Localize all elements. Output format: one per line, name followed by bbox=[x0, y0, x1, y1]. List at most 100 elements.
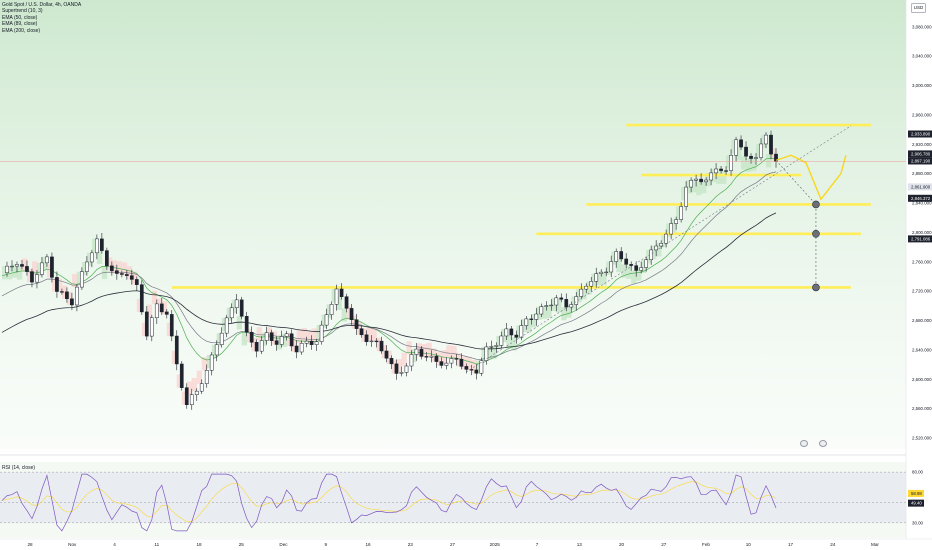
indicator-ema-89[interactable]: EMA (89, close) bbox=[2, 21, 38, 28]
rsi-title[interactable]: RSI (14, close) bbox=[2, 465, 36, 471]
supertrend-zone bbox=[146, 304, 153, 318]
supertrend-zone bbox=[641, 259, 647, 273]
candle-body bbox=[669, 223, 673, 235]
candle-body bbox=[124, 274, 129, 276]
candle-body bbox=[159, 303, 164, 313]
candle-body bbox=[359, 328, 364, 336]
supertrend-zone bbox=[361, 328, 367, 342]
candle-body bbox=[499, 335, 504, 346]
price-badge bbox=[908, 130, 932, 138]
candle-body bbox=[85, 261, 89, 272]
candle-body bbox=[65, 291, 69, 300]
supertrend-zone bbox=[656, 243, 662, 257]
price-badge-label: 2,906.780 bbox=[911, 152, 931, 157]
candle-body bbox=[269, 332, 274, 341]
indicator-ema-50[interactable]: EMA (50, close) bbox=[2, 14, 38, 21]
price-tick-label: 2,840.000 bbox=[912, 201, 932, 206]
candle-body bbox=[229, 307, 234, 319]
candle-body bbox=[664, 233, 668, 244]
supertrend-zone bbox=[646, 249, 652, 264]
candle-body bbox=[674, 219, 678, 224]
price-tick-label: 2,760.000 bbox=[912, 259, 932, 264]
price-badge bbox=[908, 150, 932, 158]
time-tick-label: 10 bbox=[746, 542, 752, 547]
candle-body bbox=[739, 139, 743, 148]
supertrend-zone bbox=[581, 286, 587, 300]
supertrend-zone bbox=[181, 391, 188, 405]
candle-body bbox=[279, 336, 284, 345]
candle-body bbox=[374, 340, 379, 343]
indicator-ema-200[interactable]: EMA (200, close) bbox=[2, 27, 41, 34]
supertrend-zone bbox=[716, 170, 722, 184]
target-path bbox=[775, 160, 817, 288]
candle-body bbox=[544, 305, 549, 307]
candle-body bbox=[364, 334, 369, 343]
candle-body bbox=[574, 296, 579, 305]
supertrend-zone bbox=[301, 327, 307, 342]
candle-body bbox=[90, 252, 94, 263]
supertrend-zone bbox=[466, 356, 472, 370]
candle-body bbox=[609, 261, 614, 273]
candle-body bbox=[10, 265, 14, 268]
supertrend-zone bbox=[116, 261, 123, 275]
candle-body bbox=[714, 168, 718, 174]
candle-body bbox=[25, 266, 29, 272]
supertrend-zone bbox=[591, 273, 597, 287]
price-tick-label: 2,800.000 bbox=[912, 230, 932, 235]
supertrend-zone bbox=[76, 271, 83, 285]
supertrend-zone bbox=[756, 143, 762, 158]
pane-maximize-icon[interactable] bbox=[819, 440, 827, 447]
ema-50-line bbox=[1, 157, 777, 365]
candle-body bbox=[289, 333, 294, 347]
supertrend-zone bbox=[661, 234, 667, 248]
supertrend-zone bbox=[596, 272, 602, 286]
time-tick-label: 4 bbox=[113, 542, 116, 547]
pane-control-icon[interactable] bbox=[800, 440, 808, 447]
supertrend-zone bbox=[266, 327, 272, 341]
supertrend-zone bbox=[501, 328, 507, 343]
supertrend-zone bbox=[66, 291, 73, 305]
candle-body bbox=[734, 139, 738, 156]
candle-body bbox=[139, 284, 144, 313]
price-tick-label: 2,560.000 bbox=[912, 406, 932, 411]
supertrend-zone bbox=[161, 301, 168, 315]
price-tick-label: 2,680.000 bbox=[912, 318, 932, 323]
candle-body bbox=[729, 155, 733, 171]
supertrend-zone bbox=[691, 179, 697, 193]
candle-body bbox=[409, 354, 414, 367]
candle-body bbox=[629, 264, 634, 266]
candle-body bbox=[509, 328, 514, 336]
price-tick-label: 2,920.000 bbox=[912, 142, 932, 147]
candle-body bbox=[559, 297, 564, 300]
price-tick-label: 2,960.000 bbox=[912, 112, 932, 117]
time-tick-label: 17 bbox=[788, 542, 794, 547]
supertrend-zone bbox=[616, 258, 622, 273]
supertrend-zone bbox=[346, 306, 352, 320]
supertrend-zone bbox=[6, 266, 13, 280]
candle-body bbox=[764, 134, 768, 145]
rsi-scale-label: 80.00 bbox=[912, 470, 924, 475]
supertrend-zone bbox=[561, 307, 567, 321]
candle-body bbox=[259, 340, 264, 352]
supertrend-zone bbox=[196, 370, 203, 384]
supertrend-zone bbox=[111, 260, 118, 274]
candle-body bbox=[659, 243, 663, 247]
supertrend-zone bbox=[436, 352, 442, 366]
supertrend-zone bbox=[41, 256, 48, 271]
candle-body bbox=[514, 334, 519, 338]
supertrend-zone bbox=[461, 356, 467, 370]
candle-body bbox=[204, 370, 209, 384]
ema-200-line bbox=[1, 212, 777, 350]
indicator-supertrend[interactable]: Supertrend (10, 3) bbox=[2, 8, 43, 15]
currency-button[interactable]: USD bbox=[911, 3, 926, 13]
supertrend-zone bbox=[231, 299, 237, 314]
candle-body bbox=[494, 345, 499, 347]
supertrend-zone bbox=[156, 298, 163, 312]
candle-body bbox=[649, 249, 654, 260]
time-tick-label: 18 bbox=[196, 542, 202, 547]
supertrend-zone bbox=[21, 258, 28, 272]
candle-body bbox=[154, 303, 159, 319]
time-tick-label: Nov bbox=[68, 542, 77, 547]
supertrend-zone bbox=[526, 319, 532, 333]
